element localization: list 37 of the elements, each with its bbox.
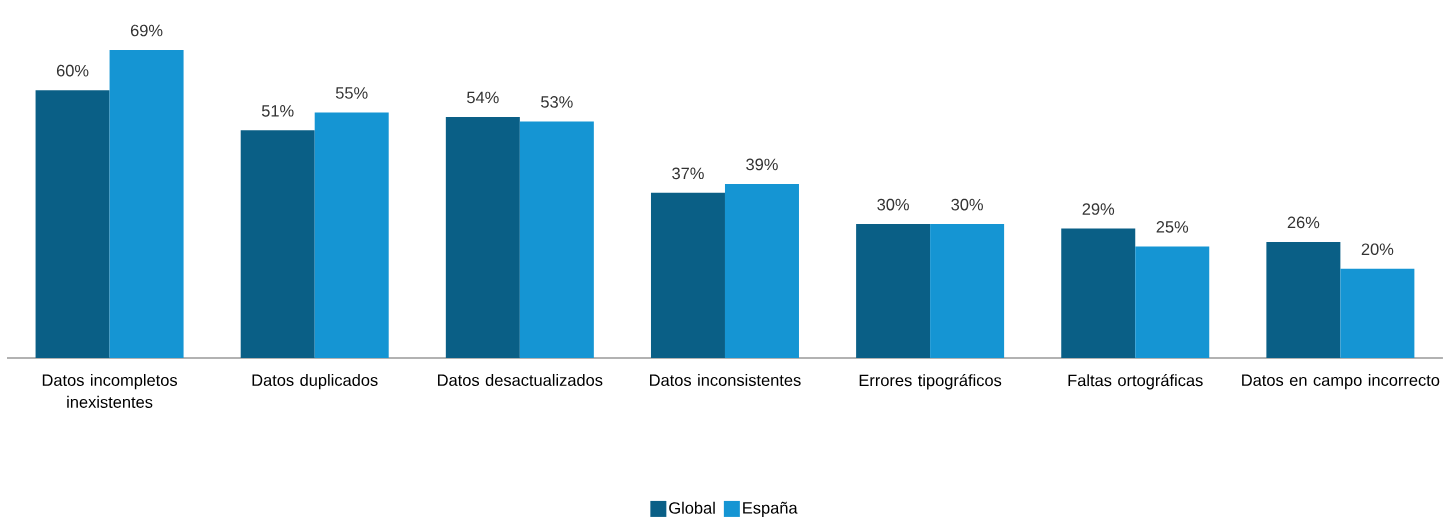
x-tick-label: Datos en campo incorrecto: [1242, 373, 1440, 390]
data-label: 55%: [335, 87, 368, 99]
bar: [724, 183, 799, 358]
data-label: 37%: [672, 167, 704, 180]
data-label: 69%: [130, 24, 163, 37]
bar: [650, 192, 725, 358]
data-label: 20%: [1361, 243, 1394, 256]
data-label: 30%: [877, 198, 909, 211]
bar: [109, 50, 184, 358]
data-label: 53%: [541, 96, 573, 108]
bar: [1266, 241, 1341, 358]
data-label: 54%: [467, 91, 499, 104]
bar: [856, 224, 931, 358]
x-tick-label: Errores tipográficos: [859, 373, 1002, 390]
x-tick-label: Datos incompletos inexistentes: [42, 373, 178, 408]
data-label: 39%: [746, 158, 778, 171]
bar: [519, 121, 594, 358]
bar: [1340, 268, 1415, 358]
bar: [930, 224, 1005, 358]
data-label: 26%: [1287, 216, 1320, 229]
bar: [1061, 228, 1136, 358]
data-label: 51%: [261, 105, 294, 117]
x-tick-label: Faltas ortográficas: [1068, 373, 1203, 390]
x-tick-label: Datos inconsistentes: [650, 373, 801, 386]
bar: [35, 90, 110, 358]
data-label: 29%: [1082, 203, 1115, 215]
data-label: 60%: [56, 64, 89, 77]
legend-label: Global: [669, 501, 715, 514]
data-label: 30%: [951, 198, 983, 211]
bar: [445, 116, 520, 358]
bar: [240, 130, 315, 358]
bar: [314, 112, 389, 358]
x-tick-label: Datos duplicados: [252, 373, 378, 390]
bar: [1135, 246, 1210, 358]
x-tick-label: Datos desactualizados: [438, 373, 603, 386]
data-label: 25%: [1156, 221, 1189, 233]
legend-label: España: [743, 501, 798, 517]
